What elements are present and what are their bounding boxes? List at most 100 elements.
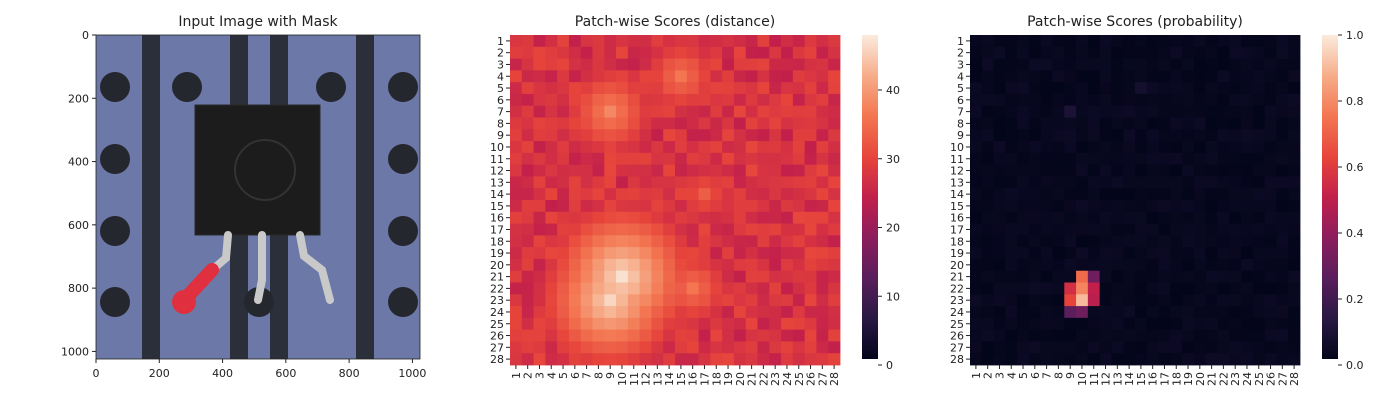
heatmap-cell bbox=[1123, 129, 1136, 142]
heatmap-cell bbox=[698, 46, 711, 59]
heatmap-cell bbox=[745, 46, 758, 59]
y-tick-label: 26 bbox=[490, 330, 504, 343]
heatmap-cell bbox=[1229, 70, 1242, 83]
heatmap-cell bbox=[1111, 35, 1124, 48]
heatmap-cell bbox=[580, 329, 593, 342]
x-tick-label: 7 bbox=[1041, 372, 1054, 379]
colorbar-tick-label: 0.2 bbox=[1346, 293, 1364, 306]
heatmap-cell bbox=[557, 247, 570, 260]
heatmap-cell bbox=[1040, 317, 1053, 331]
heatmap-cell bbox=[1087, 164, 1101, 177]
heatmap-cell bbox=[781, 211, 794, 224]
heatmap-cell bbox=[733, 105, 747, 118]
heatmap-cell bbox=[698, 341, 711, 354]
heatmap-cell bbox=[604, 35, 617, 48]
heatmap-cell bbox=[1123, 46, 1136, 59]
heatmap-cell bbox=[510, 82, 523, 95]
heatmap-cell bbox=[1028, 188, 1042, 201]
heatmap-cell bbox=[1017, 223, 1030, 236]
heatmap-cell bbox=[521, 117, 534, 130]
heatmap-cell bbox=[510, 46, 523, 59]
heatmap-cell bbox=[769, 117, 782, 130]
heatmap-cell bbox=[521, 258, 534, 272]
heatmap-cell bbox=[533, 164, 546, 177]
heatmap-cell bbox=[616, 211, 629, 224]
component-circle bbox=[234, 139, 296, 201]
panel-2-title: Patch-wise Scores (distance) bbox=[575, 14, 775, 30]
heatmap-cell bbox=[1064, 35, 1077, 48]
heatmap-cell bbox=[1170, 258, 1183, 272]
heatmap-cell bbox=[557, 306, 570, 319]
heatmap-cell bbox=[698, 306, 711, 319]
heatmap-cell bbox=[781, 282, 794, 295]
heatmap-cell bbox=[993, 164, 1006, 177]
heatmap-cell bbox=[1241, 176, 1254, 189]
heatmap-cell bbox=[580, 188, 593, 201]
heatmap-cell bbox=[1158, 270, 1171, 283]
heatmap-cell bbox=[616, 93, 629, 107]
heatmap-cell bbox=[1017, 117, 1030, 130]
panel-3-title: Patch-wise Scores (probability) bbox=[1027, 14, 1243, 30]
heatmap-cell bbox=[981, 317, 994, 331]
heatmap-cell bbox=[686, 353, 699, 366]
heatmap-cell bbox=[970, 58, 983, 71]
heatmap-cell bbox=[639, 306, 652, 319]
x-tick-label: 4 bbox=[545, 372, 558, 379]
heatmap-cell bbox=[663, 329, 676, 342]
heatmap-cell bbox=[604, 223, 617, 236]
heatmap-cell bbox=[1288, 58, 1301, 71]
heatmap-cell bbox=[616, 105, 629, 118]
heatmap-cell bbox=[1017, 176, 1030, 189]
heatmap-cell bbox=[604, 294, 617, 307]
y-tick-label: 12 bbox=[490, 165, 504, 178]
heatmap-cell bbox=[792, 247, 806, 260]
heatmap-cell bbox=[722, 306, 735, 319]
heatmap-cell bbox=[604, 329, 617, 342]
heatmap-cell bbox=[1158, 93, 1171, 107]
heatmap-cell bbox=[981, 211, 994, 224]
heatmap-cell bbox=[792, 35, 806, 48]
heatmap-cell bbox=[1241, 117, 1254, 130]
heatmap-cell bbox=[1158, 317, 1171, 331]
heatmap-cell bbox=[1064, 211, 1077, 224]
heatmap-cell bbox=[745, 188, 758, 201]
heatmap-cell bbox=[663, 200, 676, 213]
heatmap-cell bbox=[1040, 247, 1053, 260]
heatmap-cell bbox=[1040, 70, 1053, 83]
heatmap-cell bbox=[1288, 176, 1301, 189]
heatmap-cell bbox=[1064, 329, 1077, 342]
heatmap-cell bbox=[1064, 270, 1077, 283]
heatmap-cell bbox=[1193, 129, 1207, 142]
heatmap-cell bbox=[1052, 258, 1065, 272]
heatmap-cell bbox=[545, 211, 558, 224]
heatmap-cell bbox=[1182, 117, 1195, 130]
heatmap-cell bbox=[792, 294, 806, 307]
x-tick-label: 5 bbox=[1017, 372, 1030, 379]
heatmap-cell bbox=[1005, 329, 1018, 342]
heatmap-cell bbox=[1217, 117, 1230, 130]
heatmap-cell bbox=[1158, 152, 1171, 166]
heatmap-cell bbox=[970, 46, 983, 59]
heatmap-cell bbox=[1264, 270, 1277, 283]
heatmap-cell bbox=[521, 176, 534, 189]
heatmap-cell bbox=[722, 46, 735, 59]
heatmap-cell bbox=[769, 294, 782, 307]
heatmap-cell bbox=[745, 176, 758, 189]
heatmap-cell bbox=[1241, 188, 1254, 201]
heatmap-cell bbox=[1252, 317, 1266, 331]
heatmap-cell bbox=[993, 58, 1006, 71]
x-tick-label: 12 bbox=[640, 372, 653, 386]
heatmap-cell bbox=[639, 46, 652, 59]
heatmap-cell bbox=[1123, 58, 1136, 71]
heatmap-cell bbox=[1217, 129, 1230, 142]
heatmap-cell bbox=[710, 82, 723, 95]
heatmap-cell bbox=[722, 270, 735, 283]
colorbar-tick-label: 40 bbox=[886, 84, 900, 97]
heatmap-cell bbox=[1123, 93, 1136, 107]
heatmap-cell bbox=[1005, 117, 1018, 130]
heatmap-cell bbox=[663, 247, 676, 260]
heatmap-cell bbox=[592, 247, 605, 260]
heatmap-cell bbox=[828, 270, 841, 283]
heatmap-cell bbox=[510, 164, 523, 177]
heatmap-cell bbox=[1288, 258, 1301, 272]
